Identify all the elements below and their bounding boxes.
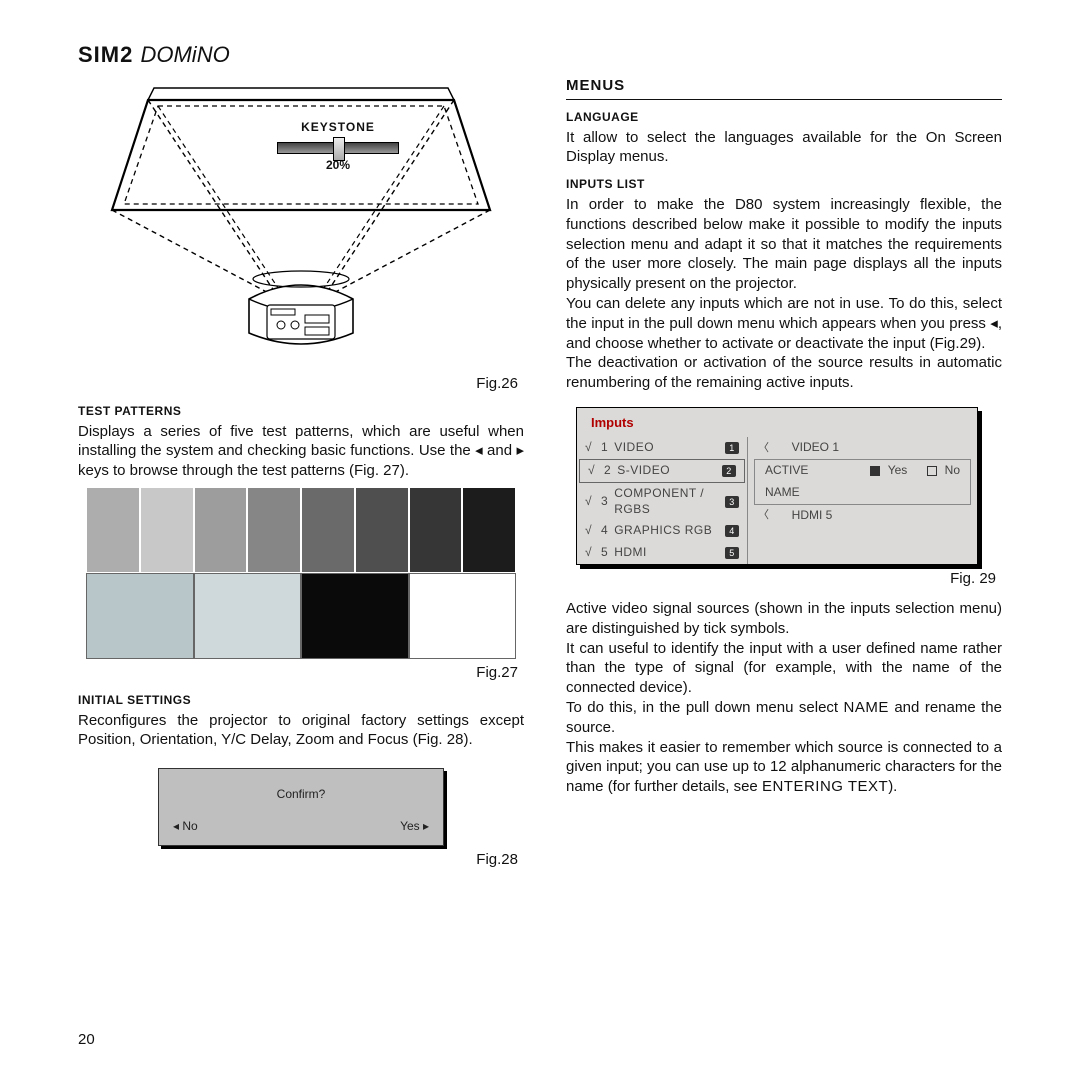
input-num: 1 [601, 440, 608, 456]
keystone-slider[interactable] [277, 142, 399, 154]
brand-logo: SIM2 DOMiNO [78, 42, 1002, 68]
pattern-swatch [301, 487, 355, 573]
tick-icon: √ [585, 440, 595, 456]
heading-language: Language [566, 110, 1002, 126]
text-test-patterns: Displays a series of five test patterns,… [78, 422, 524, 481]
keystone-label: KEYSTONE [268, 120, 408, 136]
figure-26: KEYSTONE 20% [78, 80, 524, 370]
text-after-1: Active video signal sources (shown in th… [566, 599, 1002, 639]
text-inputs-3: The deactivation or activation of the so… [566, 353, 1002, 393]
inputs-panel-title: Imputs [577, 408, 977, 437]
pattern-swatch [409, 573, 517, 659]
confirm-question: Confirm? [173, 787, 429, 803]
input-badge: 3 [725, 496, 739, 508]
inputs-active-label: ACTIVE [765, 463, 808, 479]
tick-icon: √ [585, 494, 595, 510]
input-num: 4 [601, 523, 608, 539]
checkbox-yes-icon[interactable] [870, 466, 880, 476]
input-badge: 5 [725, 547, 739, 559]
text-initial-settings: Reconfigures the projector to original f… [78, 711, 524, 751]
name-smallcaps: NAME [844, 699, 889, 716]
input-badge: 4 [725, 525, 739, 537]
inputs-right-r1: VIDEO 1 [792, 440, 839, 456]
page-number: 20 [78, 1031, 95, 1048]
text-after-3: To do this, in the pull down menu select… [566, 698, 1002, 738]
inputs-name-label: NAME [765, 485, 800, 501]
entering-text-smallcaps: ENTERING TEXT [762, 778, 888, 795]
input-badge: 2 [722, 465, 736, 477]
input-num: 3 [601, 494, 608, 510]
input-label: HDMI [614, 545, 719, 561]
inputs-active-no: No [945, 463, 960, 479]
inputs-active-yes: Yes [888, 463, 908, 479]
heading-menus: Menus [566, 76, 1002, 100]
fig28-caption: Fig.28 [78, 850, 518, 870]
text-inputs-1: In order to make the D80 system increasi… [566, 195, 1002, 294]
fig29-caption: Fig. 29 [566, 569, 996, 589]
pattern-swatch [86, 573, 194, 659]
pattern-swatch [140, 487, 194, 573]
tick-icon: √ [588, 463, 598, 479]
input-badge: 1 [725, 442, 739, 454]
text-inputs-2: You can delete any inputs which are not … [566, 294, 1002, 353]
figure-27 [86, 487, 516, 659]
text-after-4: This makes it easier to remember which s… [566, 738, 1002, 797]
heading-test-patterns: Test patterns [78, 404, 524, 420]
brand-italic: DOMiNO [140, 42, 229, 67]
text-after-2: It can useful to identify the input with… [566, 639, 1002, 698]
pattern-swatch [301, 573, 409, 659]
confirm-yes[interactable]: Yes ▸ [400, 819, 429, 835]
input-label: VIDEO [614, 440, 719, 456]
pattern-swatch [409, 487, 463, 573]
projector-illustration [241, 265, 361, 355]
inputs-right-r5: HDMI 5 [792, 508, 833, 524]
inputs-list-row[interactable]: √ 2 S-VIDEO 2 [579, 459, 745, 483]
inputs-list-row[interactable]: √ 3 COMPONENT / RGBS 3 [577, 483, 747, 521]
chevron-left-icon: 〈 [758, 508, 769, 523]
inputs-list-row[interactable]: √ 5 HDMI 5 [577, 542, 747, 564]
pattern-swatch [462, 487, 516, 573]
heading-initial-settings: Initial settings [78, 693, 524, 709]
text-language: It allow to select the languages availab… [566, 128, 1002, 168]
input-label: GRAPHICS RGB [614, 523, 719, 539]
inputs-panel: Imputs √1VIDEO1√2S-VIDEO2√3COMPONENT / R… [576, 407, 978, 565]
tick-icon: √ [585, 523, 595, 539]
brand-bold: SIM2 [78, 42, 133, 67]
input-num: 2 [604, 463, 611, 479]
fig26-caption: Fig.26 [78, 374, 518, 394]
fig27-caption: Fig.27 [78, 663, 518, 683]
input-num: 5 [601, 545, 608, 561]
pattern-swatch [247, 487, 301, 573]
confirm-no[interactable]: ◂ No [173, 819, 198, 835]
heading-inputs-list: Inputs list [566, 177, 1002, 193]
input-label: COMPONENT / RGBS [614, 486, 719, 518]
checkbox-no-icon[interactable] [927, 466, 937, 476]
pattern-swatch [194, 487, 248, 573]
pattern-swatch [194, 573, 302, 659]
keystone-slider-thumb[interactable] [333, 137, 345, 161]
chevron-left-icon: 〈 [758, 441, 769, 456]
confirm-dialog: Confirm? ◂ No Yes ▸ [158, 768, 444, 846]
input-label: S-VIDEO [617, 463, 716, 479]
inputs-list-row[interactable]: √ 1 VIDEO 1 [577, 437, 747, 459]
inputs-list-row[interactable]: √ 4 GRAPHICS RGB 4 [577, 520, 747, 542]
tick-icon: √ [585, 545, 595, 561]
pattern-swatch [355, 487, 409, 573]
pattern-swatch [86, 487, 140, 573]
